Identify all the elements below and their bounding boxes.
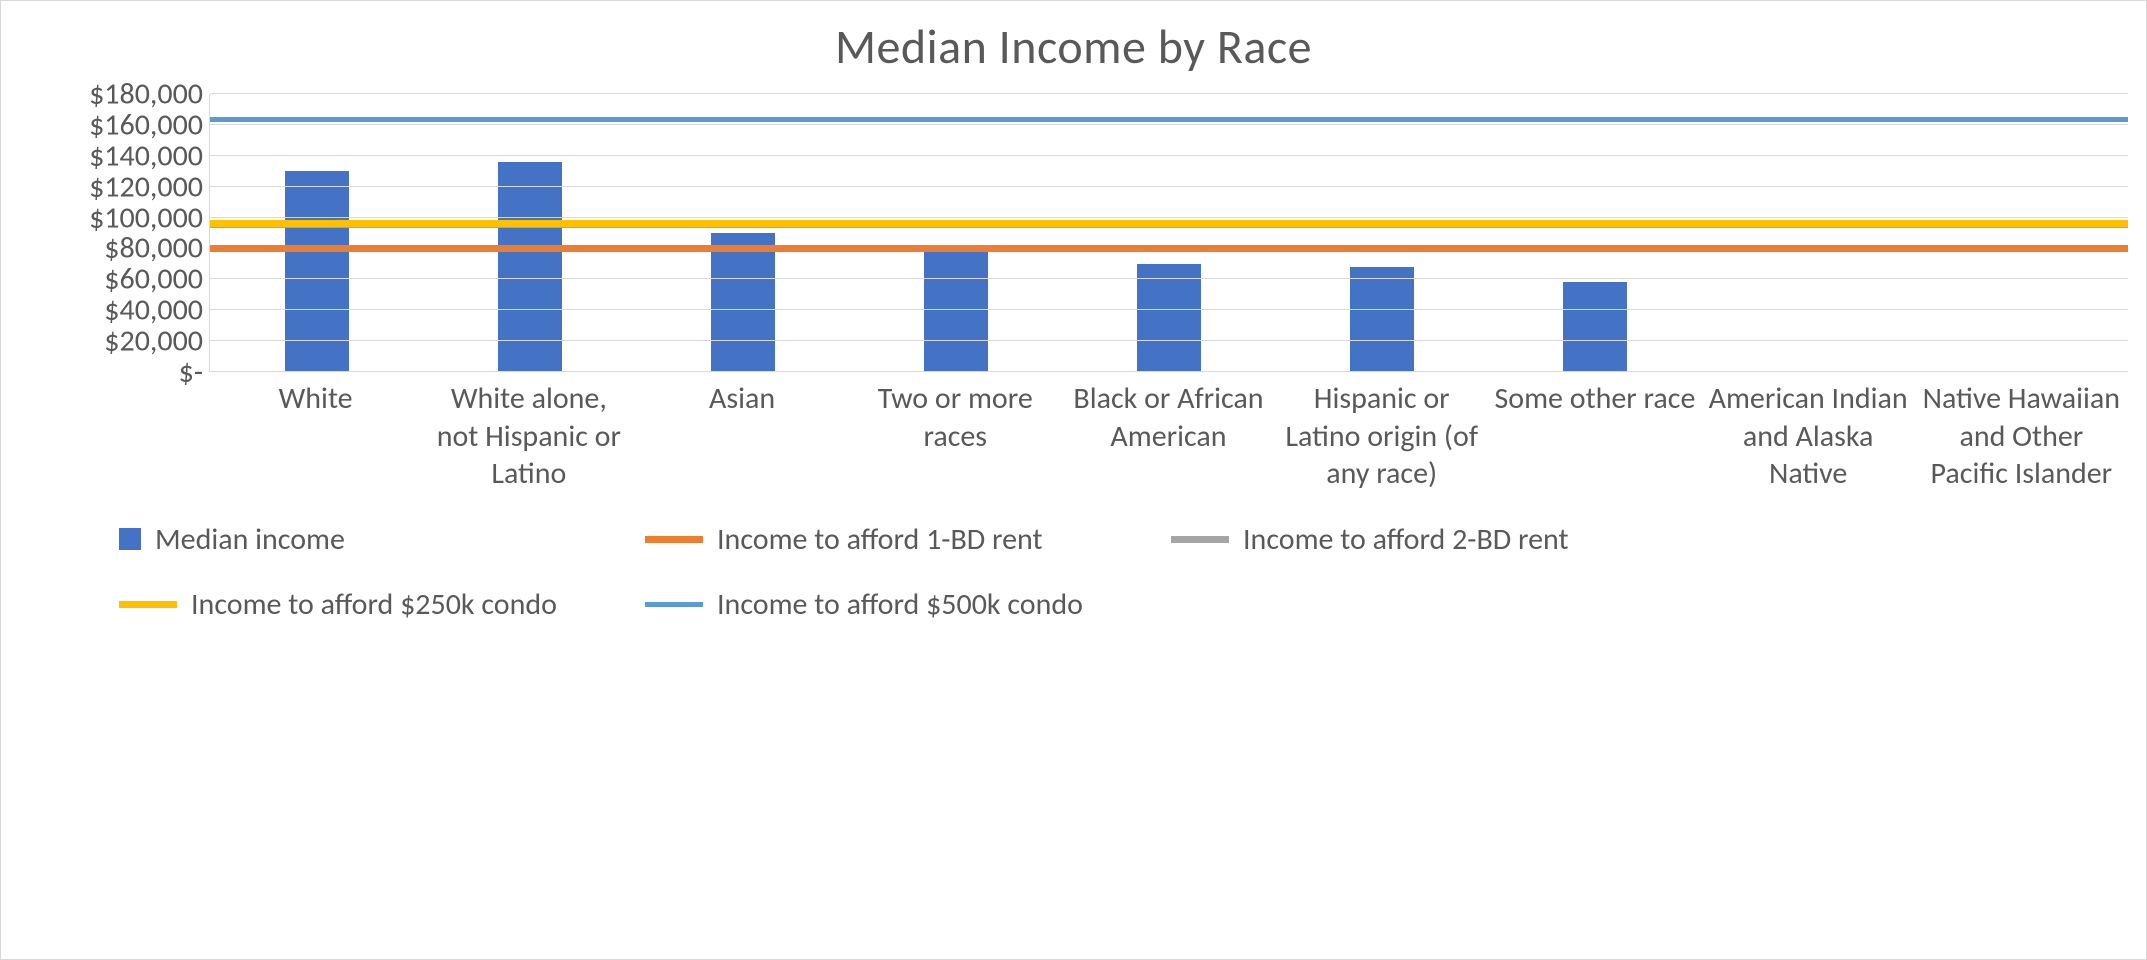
plot-area [209, 94, 2128, 372]
gridline [210, 93, 2128, 94]
bars-layer [210, 94, 2128, 372]
x-tick-label: White alone, not Hispanic or Latino [422, 380, 635, 493]
legend-label: Median income [155, 521, 345, 558]
bar-slot [1489, 94, 1702, 372]
x-tick-label: Asian [635, 380, 848, 493]
x-tick-label: American Indian and Alaska Native [1702, 380, 1915, 493]
x-tick-label: Black or African American [1062, 380, 1275, 493]
bar-slot [1276, 94, 1489, 372]
legend-label: Income to afford 2-BD rent [1243, 521, 1569, 558]
legend-swatch-line [1171, 536, 1229, 543]
gridline [210, 186, 2128, 187]
x-tick-label: Two or more races [849, 380, 1062, 493]
gridline [210, 217, 2128, 218]
legend-label: Income to afford 1-BD rent [717, 521, 1043, 558]
y-axis: $-$20,000$40,000$60,000$80,000$100,000$1… [19, 94, 209, 372]
legend: Median income Income to afford 1-BD rent I… [19, 521, 2128, 623]
legend-item: Income to afford $500k condo [645, 586, 1115, 623]
x-axis-row: WhiteWhite alone, not Hispanic or Latino… [19, 380, 2128, 493]
x-tick-label: Hispanic or Latino origin (of any race) [1275, 380, 1488, 493]
bar-slot [1062, 94, 1275, 372]
legend-item: Income to afford 2-BD rent [1171, 521, 1641, 558]
gridline [210, 340, 2128, 341]
reference-line [210, 245, 2128, 252]
bar [1563, 282, 1627, 372]
x-axis-spacer [19, 380, 209, 493]
legend-swatch-line [645, 536, 703, 543]
bar-slot [1915, 94, 2128, 372]
bar [285, 171, 349, 372]
plot-row: $-$20,000$40,000$60,000$80,000$100,000$1… [19, 94, 2128, 372]
chart-title: Median Income by Race [19, 17, 2128, 76]
gridline [210, 309, 2128, 310]
gridline [210, 278, 2128, 279]
bar-slot [636, 94, 849, 372]
x-axis-labels: WhiteWhite alone, not Hispanic or Latino… [209, 380, 2128, 493]
y-tick-label: $180,000 [89, 76, 203, 113]
reference-line [210, 117, 2128, 122]
legend-label: Income to afford $250k condo [191, 586, 557, 623]
bar [1137, 264, 1201, 372]
legend-item: Income to afford 1-BD rent [645, 521, 1115, 558]
x-tick-label: Native Hawaiian and Other Pacific Island… [1915, 380, 2128, 493]
legend-swatch-line [119, 601, 177, 608]
x-tick-label: Some other race [1488, 380, 1701, 493]
gridline [210, 124, 2128, 125]
legend-item: Income to afford $250k condo [119, 586, 589, 623]
legend-swatch-box [119, 528, 141, 550]
bar [1350, 267, 1414, 372]
bar [711, 233, 775, 372]
legend-label: Income to afford $500k condo [717, 586, 1083, 623]
bar-slot [1702, 94, 1915, 372]
bar-slot [210, 94, 423, 372]
legend-item: Median income [119, 521, 589, 558]
reference-line [210, 220, 2128, 227]
bar-slot [849, 94, 1062, 372]
legend-swatch-line [645, 602, 703, 607]
gridline [210, 155, 2128, 156]
gridline [210, 371, 2128, 372]
chart-frame: Median Income by Race $-$20,000$40,000$6… [0, 0, 2147, 960]
bar-slot [423, 94, 636, 372]
x-tick-label: White [209, 380, 422, 493]
